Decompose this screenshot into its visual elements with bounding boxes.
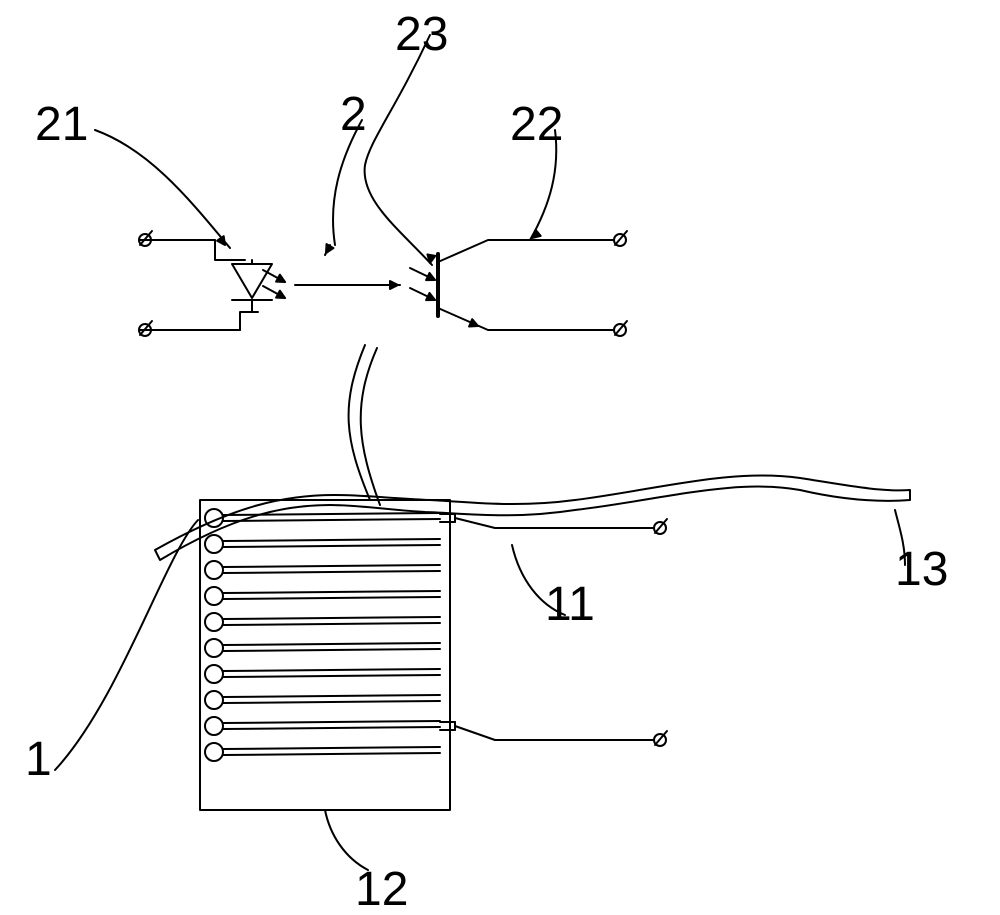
terminal-1 bbox=[139, 321, 152, 336]
coil-tap-0-ext bbox=[455, 518, 495, 528]
coil-loop-end-8 bbox=[205, 717, 223, 735]
coil-loop-end-6 bbox=[205, 665, 223, 683]
coil-loop-end-1 bbox=[205, 535, 223, 553]
coil-loop-end-4 bbox=[205, 613, 223, 631]
coil-turn-top-5 bbox=[223, 643, 440, 645]
blade-handle-0 bbox=[349, 345, 370, 500]
coil-turn-bot-0 bbox=[223, 519, 440, 521]
leader-l1 bbox=[55, 520, 198, 770]
coil-loop-end-3 bbox=[205, 587, 223, 605]
label-n2: 2 bbox=[340, 88, 367, 141]
terminal-5 bbox=[654, 731, 667, 746]
coil-turn-top-1 bbox=[223, 539, 440, 541]
coil-loop-end-2 bbox=[205, 561, 223, 579]
coil-turn-top-3 bbox=[223, 591, 440, 593]
diagram-canvas: 21232221121113 bbox=[0, 0, 1000, 915]
coil-turn-bot-1 bbox=[223, 545, 440, 547]
coil-turn-bot-2 bbox=[223, 571, 440, 573]
label-n13: 13 bbox=[895, 543, 948, 596]
led-cathode-wire bbox=[240, 312, 258, 330]
coil-loop-end-7 bbox=[205, 691, 223, 709]
coil-loop-end-9 bbox=[205, 743, 223, 761]
label-n11: 11 bbox=[545, 578, 595, 631]
led-emit-arrow-1 bbox=[276, 291, 287, 302]
label-n21: 21 bbox=[35, 98, 88, 151]
leader-l12 bbox=[325, 810, 368, 870]
coil-turn-top-8 bbox=[223, 721, 440, 723]
coil-turn-top-9 bbox=[223, 747, 440, 749]
coil-turn-bot-5 bbox=[223, 649, 440, 651]
led-emit-arrow-0 bbox=[276, 275, 287, 286]
coil-tap-1-ext bbox=[455, 726, 495, 740]
coil-turn-top-6 bbox=[223, 669, 440, 671]
phototransistor-collector bbox=[438, 240, 530, 262]
coil-turn-bot-6 bbox=[223, 675, 440, 677]
label-n22: 22 bbox=[510, 98, 563, 151]
coil-turn-top-4 bbox=[223, 617, 440, 619]
leader-arrow-l21 bbox=[217, 236, 228, 247]
terminal-2 bbox=[614, 231, 627, 246]
coil-turn-bot-9 bbox=[223, 753, 440, 755]
coil-turn-bot-4 bbox=[223, 623, 440, 625]
photo-in-arrow-1 bbox=[426, 293, 437, 304]
leader-l23 bbox=[365, 35, 432, 265]
label-n12: 12 bbox=[355, 863, 408, 915]
opto-coupling-arrow bbox=[390, 281, 398, 289]
photo-in-arrow-0 bbox=[426, 273, 437, 284]
coil-turn-top-2 bbox=[223, 565, 440, 567]
led-triangle bbox=[232, 264, 272, 298]
coil-turn-bot-3 bbox=[223, 597, 440, 599]
terminal-0 bbox=[139, 231, 152, 246]
label-n1: 1 bbox=[25, 733, 52, 786]
terminal-4 bbox=[654, 519, 667, 534]
phototransistor-emitter bbox=[438, 308, 560, 330]
coil-turn-bot-8 bbox=[223, 727, 440, 729]
coil-loop-end-5 bbox=[205, 639, 223, 657]
coil-turn-bot-7 bbox=[223, 701, 440, 703]
leader-l21 bbox=[95, 130, 230, 248]
terminal-3 bbox=[614, 321, 627, 336]
coil-turn-top-7 bbox=[223, 695, 440, 697]
coil-turn-top-0 bbox=[223, 513, 440, 515]
leader-arrow-l2b bbox=[323, 244, 334, 255]
label-n23: 23 bbox=[395, 8, 448, 61]
phototransistor-emitter-arrow bbox=[469, 319, 479, 329]
